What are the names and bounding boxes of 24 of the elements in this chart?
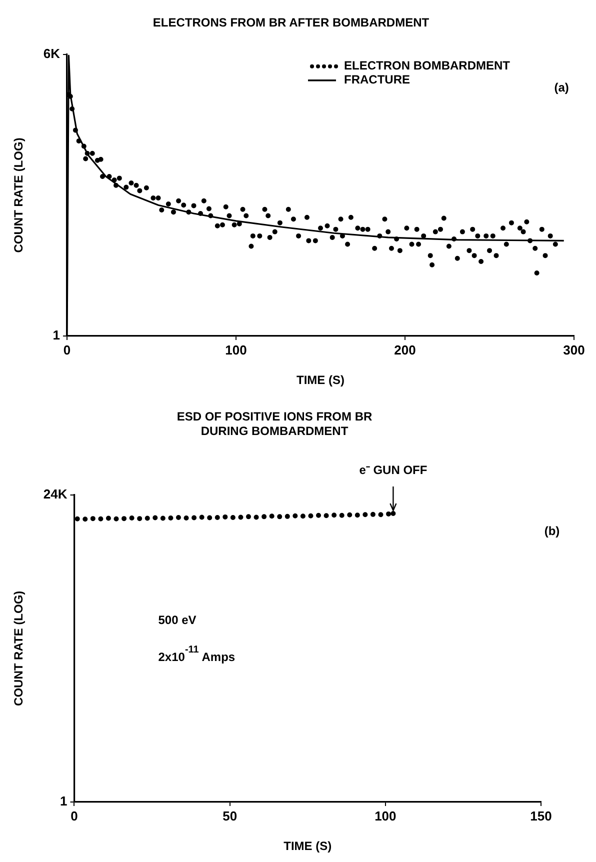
x-tick-label: 50 <box>222 808 238 824</box>
y-tick-label: 24K <box>43 486 68 502</box>
x-tick-label: 0 <box>63 342 71 358</box>
annotation: e⁻ GUN OFF <box>359 462 428 477</box>
x-axis-title: TIME (S) <box>284 839 332 854</box>
x-tick-label: 300 <box>563 342 585 358</box>
x-tick-label: 200 <box>394 342 416 358</box>
chart-title: ESD OF POSITIVE IONS FROM BR DURING BOMBARDMENT <box>176 410 373 438</box>
annotation: (a) <box>554 80 569 95</box>
y-tick-label: 1 <box>52 328 60 343</box>
legend-label: FRACTURE <box>344 72 410 87</box>
y-axis-title: COUNT RATE (LOG) <box>12 138 26 253</box>
chart-title: ELECTRONS FROM BR AFTER BOMBARDMENT <box>152 16 430 30</box>
y-tick-label: 1 <box>60 794 68 809</box>
y-axis-title: COUNT RATE (LOG) <box>12 590 26 706</box>
x-tick-label: 0 <box>70 808 78 824</box>
annotation: 500 eV <box>158 613 196 628</box>
text: (b) <box>544 524 560 538</box>
x-tick-label: 100 <box>225 342 247 358</box>
x-tick-label: 150 <box>530 808 552 824</box>
y-tick-label: 6K <box>43 46 61 61</box>
legend-label: ELECTRON BOMBARDMENT <box>344 58 511 73</box>
x-tick-label: 100 <box>374 808 396 824</box>
x-axis-title: TIME (S) <box>296 373 345 388</box>
